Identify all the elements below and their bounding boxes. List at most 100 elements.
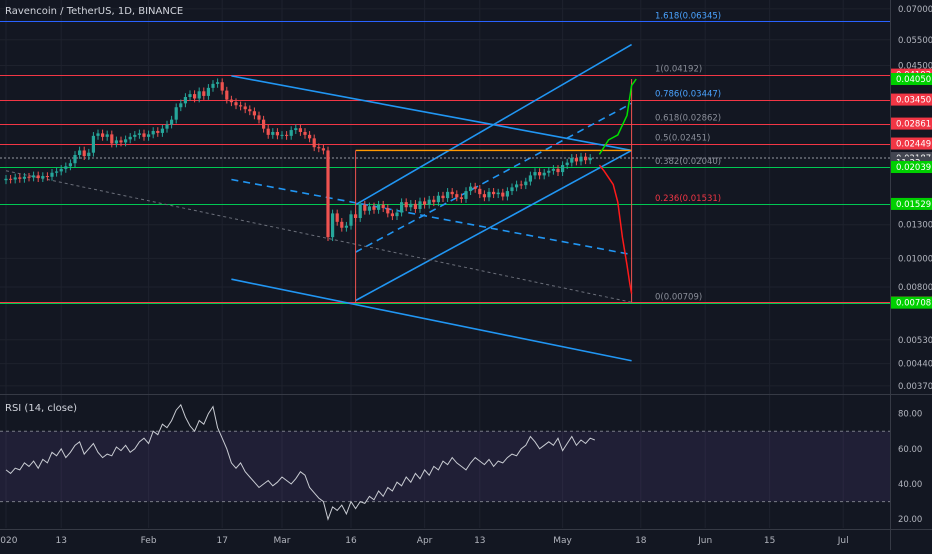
candle-body <box>331 213 335 238</box>
candle-body <box>423 201 427 205</box>
candle-body <box>432 199 436 203</box>
candle-body <box>188 94 192 98</box>
candle-body <box>418 201 422 209</box>
candle-body <box>105 134 109 137</box>
candle-body <box>303 131 307 135</box>
candle-body <box>197 91 201 99</box>
candle-body <box>82 150 86 157</box>
trend-line-dotted <box>5 170 632 303</box>
price-tick-label: 0.01300 <box>898 221 932 231</box>
time-tick-label: 17 <box>216 536 227 546</box>
price-tick-label: 0.00440 <box>898 360 932 370</box>
time-tick-label: Jun <box>697 536 712 546</box>
candle-body <box>459 197 463 199</box>
candle-body <box>556 168 560 173</box>
candle-body <box>110 134 114 144</box>
time-tick-label: 18 <box>635 536 647 546</box>
fib-label: 1(0.04192) <box>655 65 702 75</box>
symbol-header: Ravencoin / TetherUS, 1D, BINANCE <box>5 6 184 17</box>
time-tick-label: Mar <box>274 536 291 546</box>
candles <box>4 78 592 242</box>
candle-body <box>68 163 72 167</box>
candle-body <box>473 186 477 189</box>
candle-body <box>565 162 569 166</box>
trend-line-solid <box>355 149 632 302</box>
candle-body <box>243 106 247 110</box>
candle-body <box>446 191 450 199</box>
candle-body <box>280 134 284 136</box>
candle-body <box>225 90 229 100</box>
fib-label: 0.236(0.01531) <box>655 194 721 204</box>
candle-body <box>193 94 197 99</box>
candle-body <box>547 170 551 173</box>
time-tick-label: May <box>553 536 572 546</box>
price-tick-label: 0.00530 <box>898 336 932 346</box>
candle-body <box>128 136 132 140</box>
candle-body <box>165 124 169 129</box>
candle-body <box>13 177 17 180</box>
candle-body <box>248 109 252 112</box>
price-badge <box>891 93 932 106</box>
rsi-pane: 80.00 60.00 40.00 20.00 <box>0 403 922 525</box>
rsi-band <box>0 431 890 502</box>
time-tick-label: Feb <box>141 536 157 546</box>
candle-body <box>386 208 390 214</box>
price-badge-label: 0.02861 <box>896 120 931 130</box>
candle-body <box>59 168 63 172</box>
candle-body <box>367 206 371 211</box>
time-tick-label: Apr <box>417 536 433 546</box>
candle-body <box>216 82 220 84</box>
candle-body <box>505 191 509 197</box>
price-tick-label: 0.05500 <box>898 36 932 46</box>
candle-body <box>404 202 408 208</box>
candle-body <box>354 214 358 219</box>
price-tick-label: 0.07000 <box>898 5 932 15</box>
candle-body <box>340 221 344 228</box>
price-badge-label: 0.02039 <box>896 163 931 173</box>
candle-body <box>317 147 321 149</box>
candle-body <box>381 204 385 209</box>
candle-body <box>390 213 394 217</box>
candle-body <box>464 191 468 199</box>
candle-body <box>515 184 519 188</box>
candle-body <box>482 194 486 198</box>
candle-body <box>335 213 339 222</box>
fib-label: 1.618(0.06345) <box>655 11 721 21</box>
price-tick-label: 0.00370 <box>898 382 932 392</box>
candle-body <box>206 87 210 96</box>
candle-body <box>496 192 500 195</box>
candle-body <box>45 176 49 178</box>
price-badge-label: 0.02449 <box>896 140 931 150</box>
trend-line-solid <box>231 278 632 362</box>
candle-body <box>174 107 178 120</box>
candle-body <box>349 214 353 226</box>
candle-body <box>36 175 40 179</box>
candle-body <box>220 82 224 91</box>
candle-body <box>579 156 583 162</box>
candle-body <box>538 172 542 176</box>
price-badge <box>891 197 932 210</box>
projection-bearish <box>598 164 633 294</box>
price-badge <box>891 161 932 174</box>
candle-body <box>183 97 187 104</box>
candle-body <box>87 152 91 157</box>
grid-lines <box>0 0 890 528</box>
time-tick-label: Jul <box>837 536 849 546</box>
candle-body <box>441 195 445 199</box>
candle-body <box>395 212 399 217</box>
fib-label: 0(0.00709) <box>655 292 702 302</box>
channel-lines <box>5 43 633 362</box>
fib-box <box>355 79 633 303</box>
rsi-tick-label: 20.00 <box>898 515 922 525</box>
candle-body <box>262 119 266 129</box>
candle-body <box>142 133 146 137</box>
candle-body <box>96 133 100 136</box>
candle-body <box>519 184 523 186</box>
candle-body <box>358 204 362 219</box>
time-tick-label: 13 <box>55 536 66 546</box>
rsi-tick-label: 80.00 <box>898 410 922 420</box>
time-tick-label: 16 <box>345 536 357 546</box>
candle-body <box>234 102 238 106</box>
